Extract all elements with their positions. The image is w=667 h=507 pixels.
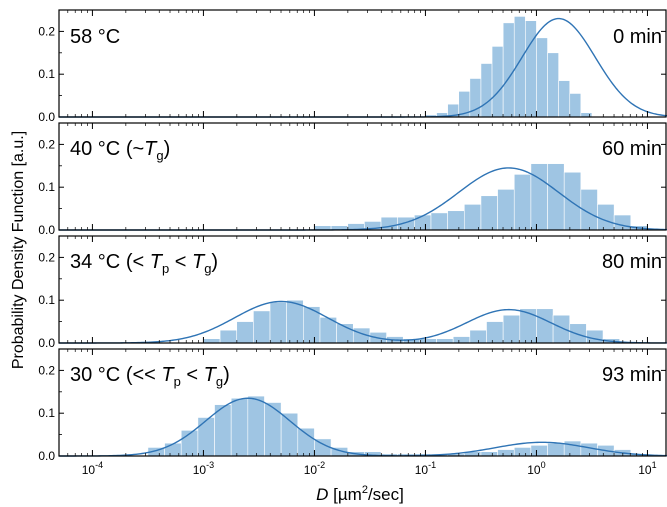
fit-curve-34c [59,300,667,344]
y-axis-label: Probability Density Function [a.u.] [10,131,27,369]
histogram-bar-30c-25 [563,440,582,457]
y-tick-label-40c-2: 0.2 [38,137,55,151]
panel-40c: 0.0 0.1 0.2 [38,122,667,237]
time-label-2: 80 min [602,251,662,273]
histogram-bar-58c-10 [536,37,548,118]
y-tick-label-30c-0: 0.0 [38,449,55,463]
histogram-bar-30c-7 [264,402,282,457]
histogram-bar-34c-2 [236,321,254,344]
histogram-bar-40c-8 [447,210,465,231]
histogram-bar-40c-14 [547,163,565,231]
x-tick-label-neg4: 10-4 [82,460,103,477]
panel-34c: 0.0 0.1 0.2 [38,235,667,350]
y-tick-label-30c-1: 0.1 [38,406,55,420]
y-tick-label-40c-1: 0.1 [38,180,55,194]
histogram-bar-34c-3 [253,310,271,344]
histogram-bar-40c-17 [597,204,615,231]
x-tick-label-1: 101 [638,460,656,477]
x-tick-label-0: 100 [527,460,545,477]
histogram-bar-34c-4 [269,302,287,344]
histogram-bar-30c-22 [513,447,532,457]
y-tick-label-34c-0: 0.0 [38,336,55,350]
x-tick-label-neg2: 10-2 [304,460,325,477]
histogram-bar-30c-3 [197,417,215,457]
histogram-bar-40c-12 [513,174,532,231]
histogram-bar-40c-6 [414,214,432,231]
panel-30c: 0.0 0.1 0.2 [38,348,667,463]
time-label-3: 93 min [602,364,662,386]
histogram-bar-34c-15 [452,336,471,344]
histogram-bar-58c-14 [580,112,593,118]
histogram-bar-40c-15 [563,171,582,231]
panel-label-30c: 30 °C (<< Tp < Tg) [70,364,230,389]
x-tick-labels: 10-4 10-3 10-2 10-1 100 101 [82,460,657,477]
y-tick-label-34c-1: 0.1 [38,293,55,307]
histogram-bar-40c-10 [480,195,498,231]
histogram-bar-30c-23 [530,444,548,457]
y-tick-label-58c-0: 0.0 [38,110,55,124]
panel-label-58c: 58 °C [70,26,120,48]
histogram-bar-34c-1 [219,329,238,344]
histogram-bar-58c-12 [558,80,571,118]
histogram-bar-40c-9 [463,204,482,231]
histogram-bar-34c-14 [436,338,454,344]
histogram-bar-40c-13 [530,163,548,231]
histogram-bar-30c-24 [547,442,565,457]
histogram-bar-30c-20 [480,451,498,457]
panel-58c: 0.0 0.1 0.2 [38,9,667,124]
histogram-bar-40c-7 [430,212,448,231]
histogram-bar-34c-20 [536,308,554,344]
histogram-bar-58c-13 [569,93,582,118]
histogram-bar-30c-6 [247,395,265,457]
histogram-bar-58c-7 [502,22,515,118]
histogram-bar-58c-11 [547,52,559,118]
panel-label-34c: 34 °C (< Tp < Tg) [70,251,218,276]
panel-frame-30c [58,348,667,457]
histogram-bar-34c-19 [519,308,537,344]
histogram-bar-58c-6 [491,46,504,118]
histogram-bar-40c-11 [497,189,515,231]
y-tick-label-30c-2: 0.2 [38,363,55,377]
histogram-bar-34c-5 [286,299,304,344]
time-label-0: 0 min [613,26,662,48]
y-tick-label-58c-1: 0.1 [38,67,55,81]
panel-frame-34c [58,235,667,344]
y-tick-label-58c-2: 0.2 [38,24,55,38]
histogram-bar-30c-5 [230,397,249,457]
histogram-bar-34c-18 [502,314,521,344]
histogram-bar-34c-13 [419,338,437,344]
histogram-bar-58c-5 [480,63,493,118]
histogram-bar-34c-23 [586,329,604,344]
x-tick-label-neg3: 10-3 [193,460,214,477]
y-tick-label-40c-0: 0.0 [38,223,55,237]
histogram-bar-34c-21 [552,314,571,344]
histogram-bar-34c-17 [486,321,504,344]
time-label-1: 60 min [602,138,662,160]
histogram-bar-30c-9 [297,427,315,457]
x-tick-label-neg1: 10-1 [415,460,436,477]
y-tick-label-34c-2: 0.2 [38,250,55,264]
x-axis-label: D [µm2/sec] [316,484,404,504]
histogram-bar-34c-22 [569,323,587,344]
histogram-bar-40c-4 [380,216,398,231]
panel-label-40c: 40 °C (~Tg) [70,138,170,163]
panel-frame-40c [58,122,667,231]
histogram-bar-58c-9 [525,20,537,118]
fit-curve-30c [59,397,667,457]
histogram-bar-34c-0 [203,338,221,344]
panel-frame-58c [58,9,667,118]
